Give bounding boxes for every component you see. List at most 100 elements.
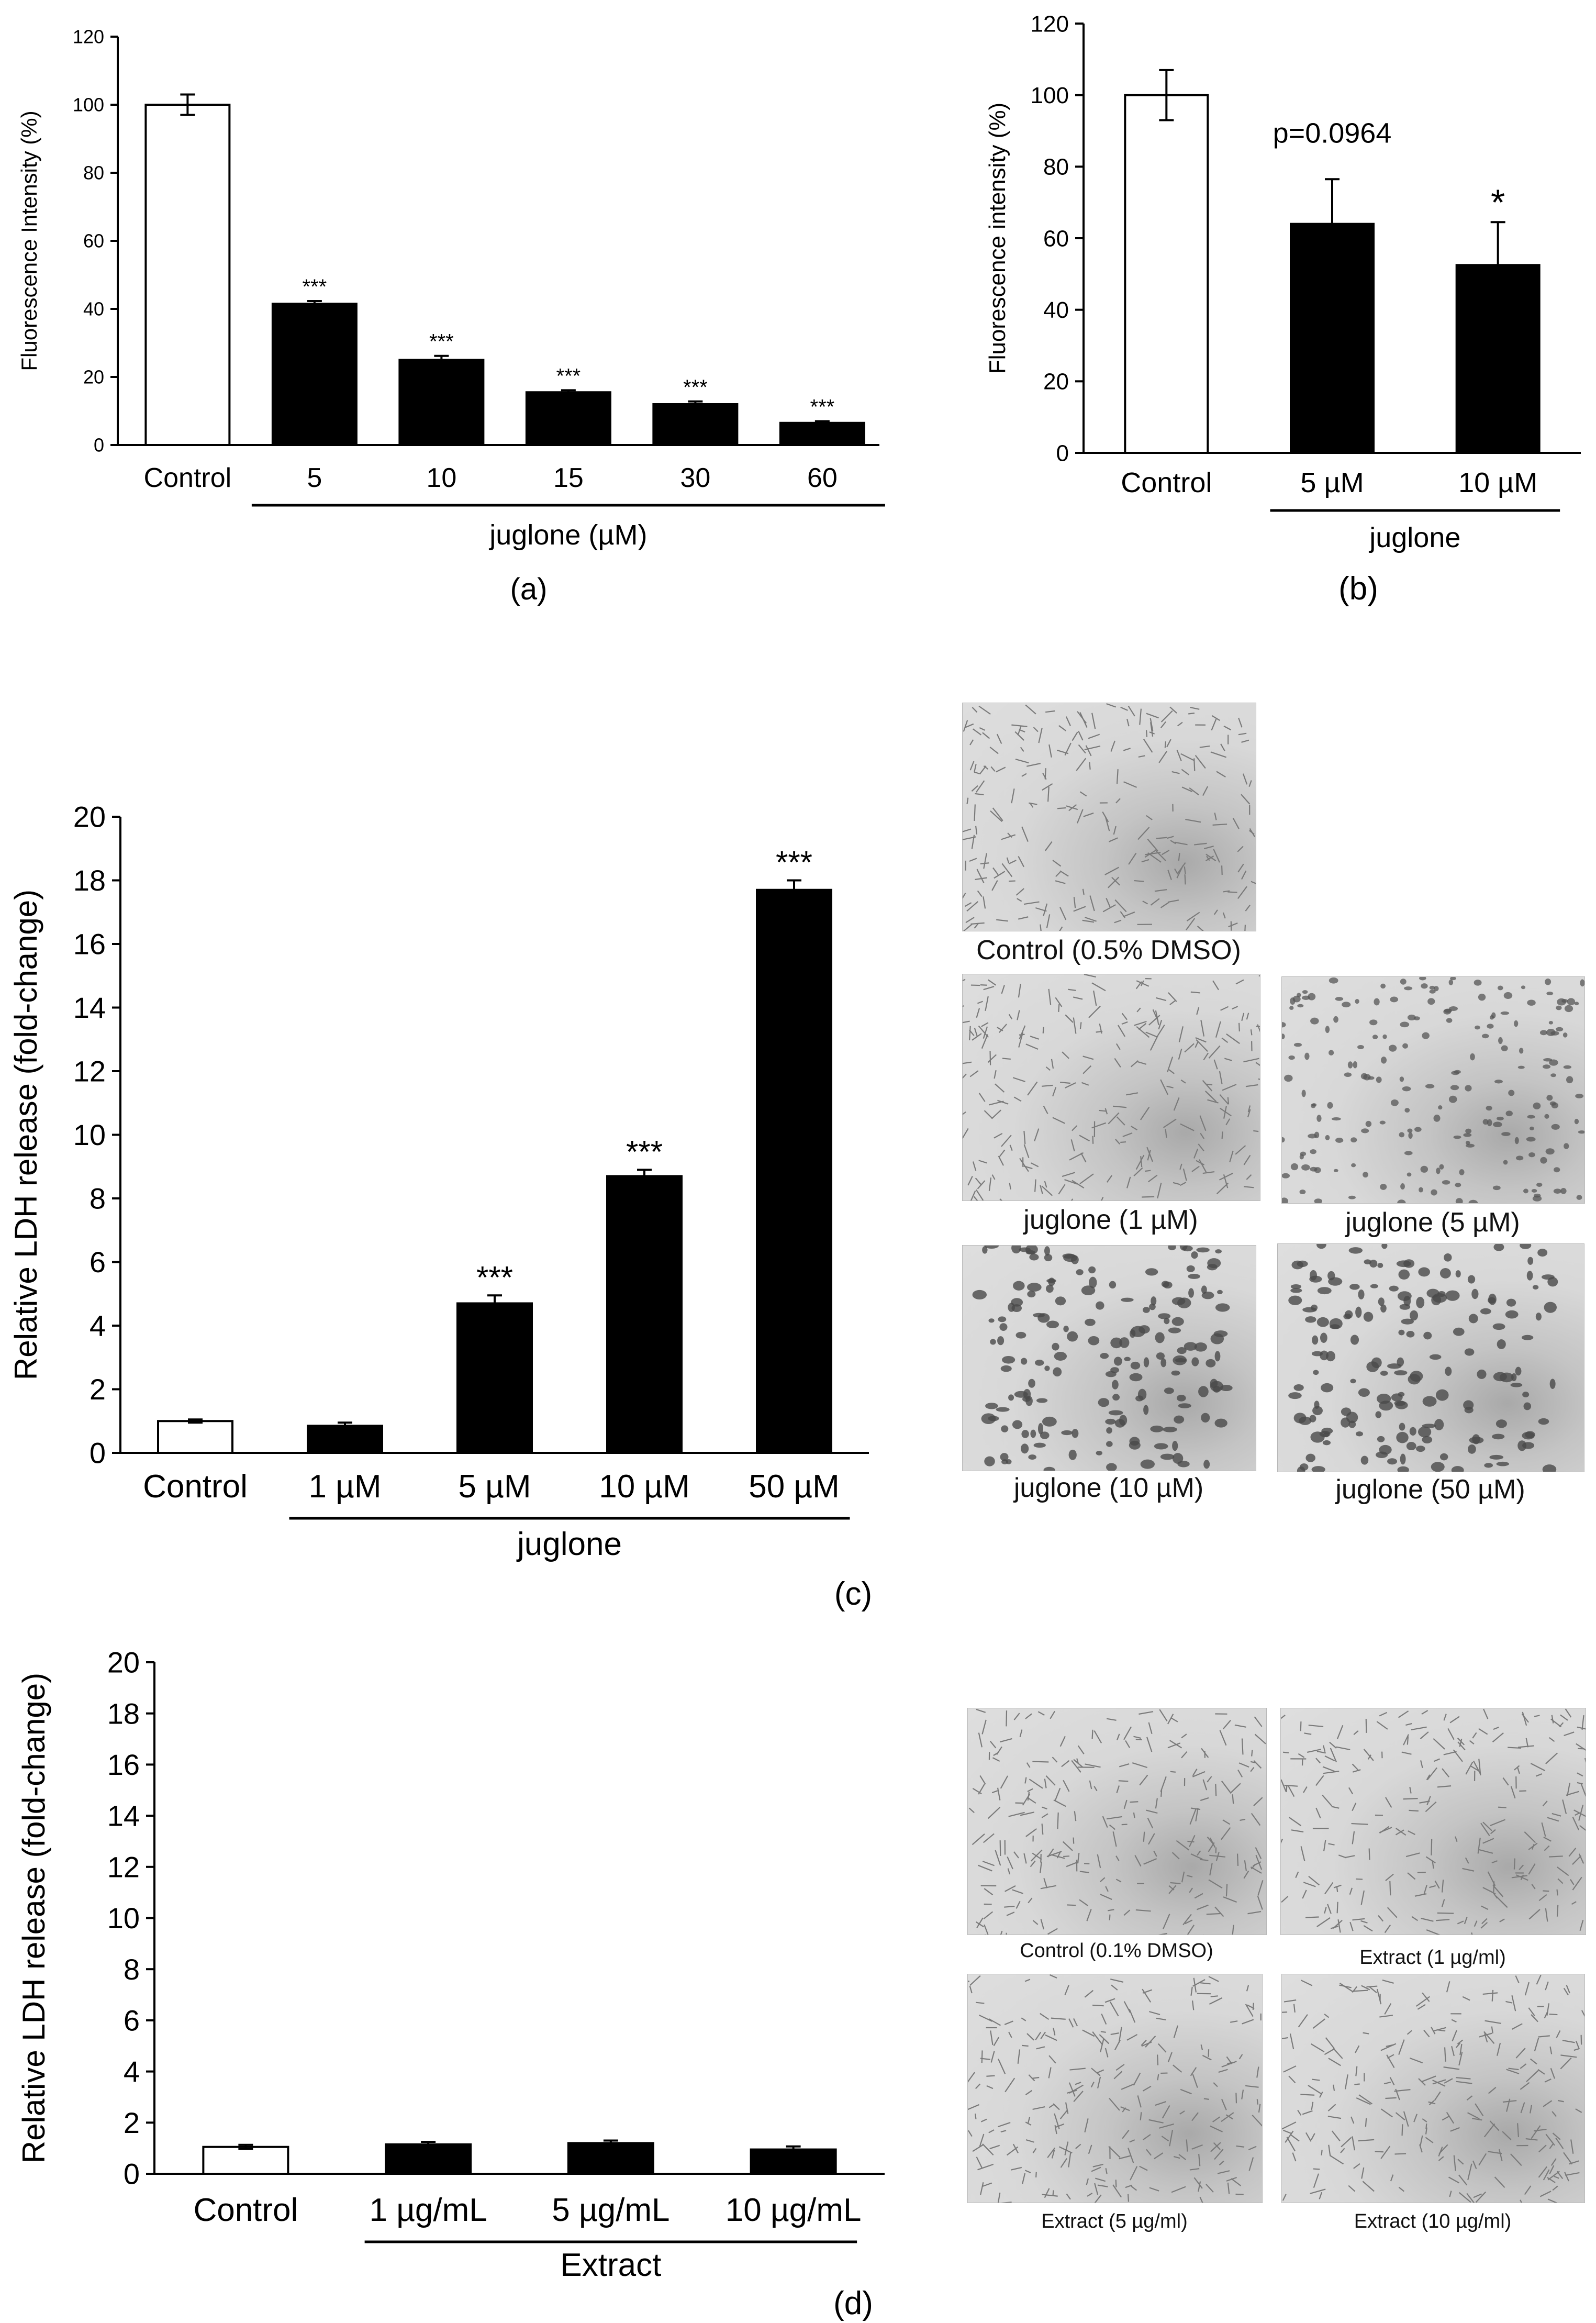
cell-mark	[1001, 1135, 1012, 1147]
cell-mark	[1341, 1407, 1352, 1416]
cell-mark	[1058, 725, 1067, 731]
cell-mark	[1142, 1988, 1152, 2003]
cell-mark	[1025, 1246, 1038, 1255]
cell-mark	[1255, 1062, 1260, 1066]
cell-mark	[1190, 2067, 1197, 2076]
cell-mark	[1181, 1871, 1185, 1883]
cell-mark	[1421, 1710, 1428, 1715]
cell-mark	[1190, 1807, 1201, 1810]
cell-mark	[1349, 1921, 1354, 1931]
cell-mark	[1570, 2139, 1574, 2154]
cell-mark	[1158, 1313, 1171, 1319]
cell-mark	[1070, 1139, 1075, 1152]
cell-mark	[1327, 2116, 1342, 2119]
cell-mark	[1236, 2145, 1245, 2148]
cell-mark	[1302, 1889, 1307, 1899]
cell-mark	[1158, 1020, 1163, 1030]
cell-mark	[1455, 1198, 1463, 1203]
cell-mark	[1013, 1096, 1022, 1102]
cell-mark	[1167, 1714, 1174, 1725]
cell-mark	[988, 1101, 1004, 1106]
cell-mark	[1557, 1878, 1564, 1884]
cell-mark	[1088, 1005, 1101, 1018]
micrograph-c-0	[962, 703, 1256, 931]
cell-mark	[1497, 1116, 1504, 1121]
cell-mark	[1186, 912, 1200, 921]
cell-mark	[1098, 1398, 1110, 1407]
cell-mark	[1431, 1462, 1445, 1472]
group-label: juglone	[516, 1526, 622, 1562]
cell-mark	[1040, 924, 1042, 931]
cell-mark	[1165, 1129, 1167, 1138]
cell-mark	[994, 871, 1006, 879]
cell-mark	[1247, 1109, 1251, 1118]
cell-mark	[1238, 717, 1243, 728]
cell-mark	[1079, 1022, 1082, 1029]
cell-mark	[1181, 1751, 1188, 1759]
cell-mark	[1043, 1466, 1055, 1471]
cell-mark	[1283, 1751, 1289, 1754]
cell-mark	[966, 901, 979, 912]
cell-texture	[1281, 1708, 1586, 1935]
cell-mark	[1190, 707, 1200, 710]
cell-mark	[1245, 2085, 1259, 2088]
cell-mark	[1567, 1783, 1571, 1796]
cell-mark	[1230, 2020, 1238, 2023]
cell-texture	[972, 1246, 1233, 1471]
cell-mark	[963, 1112, 966, 1115]
cell-mark	[1181, 769, 1190, 775]
cell-mark	[1482, 1887, 1496, 1895]
cell-mark	[975, 826, 978, 835]
cell-mark	[1471, 1288, 1479, 1299]
cell-mark	[1521, 985, 1526, 990]
cell-mark	[1431, 1839, 1433, 1855]
cell-mark	[1299, 1154, 1304, 1160]
cell-mark	[1302, 2110, 1313, 2115]
y-tick-label: 14	[73, 991, 106, 1024]
cell-mark	[1079, 1173, 1094, 1184]
cell-mark	[1208, 1879, 1223, 1889]
x-tick-label: 10 µM	[599, 1469, 690, 1505]
cell-mark	[1550, 2158, 1557, 2166]
cell-mark	[1511, 1875, 1527, 1879]
cell-mark	[1012, 2143, 1019, 2153]
cell-mark	[1139, 1325, 1150, 1334]
cell-mark	[963, 828, 972, 832]
cell-mark	[1144, 852, 1161, 855]
cell-mark	[1397, 1291, 1412, 1301]
significance-label: ***	[476, 1260, 513, 1295]
cell-mark	[1455, 1270, 1461, 1278]
cell-mark	[1315, 1758, 1321, 1764]
cell-mark	[1007, 1856, 1013, 1870]
bar	[456, 1302, 533, 1454]
cell-mark	[1198, 2153, 1201, 2166]
cell-mark	[1029, 802, 1037, 805]
cell-mark	[1025, 2139, 1034, 2143]
cell-mark	[1143, 2134, 1151, 2140]
cell-mark	[1508, 2068, 1519, 2071]
cell-mark	[1191, 1251, 1198, 1259]
cell-mark	[1008, 1394, 1014, 1401]
cell-mark	[1427, 1767, 1437, 1781]
cell-mark	[1545, 1908, 1548, 1922]
y-tick-label: 100	[73, 94, 104, 116]
cell-mark	[1182, 1914, 1192, 1926]
cell-mark	[1026, 2033, 1035, 2041]
cell-mark	[1282, 2194, 1287, 2201]
cell-mark	[1326, 1351, 1336, 1362]
cell-mark	[972, 1161, 977, 1171]
cell-mark	[983, 765, 989, 770]
cell-mark	[1168, 1885, 1177, 1894]
cell-mark	[1082, 2029, 1095, 2037]
cell-mark	[1035, 1360, 1044, 1366]
cell-mark	[1221, 2099, 1227, 2110]
cell-mark	[1432, 1860, 1434, 1869]
cell-mark	[1524, 2185, 1532, 2195]
cell-mark	[1212, 824, 1227, 826]
cell-mark	[1091, 713, 1096, 729]
cell-mark	[1168, 1069, 1175, 1074]
micrograph-caption: juglone (10 µM)	[1013, 1473, 1204, 1503]
y-tick-label: 40	[1043, 297, 1069, 323]
cell-mark	[1488, 2151, 1502, 2154]
cell-mark	[1021, 1358, 1028, 1365]
